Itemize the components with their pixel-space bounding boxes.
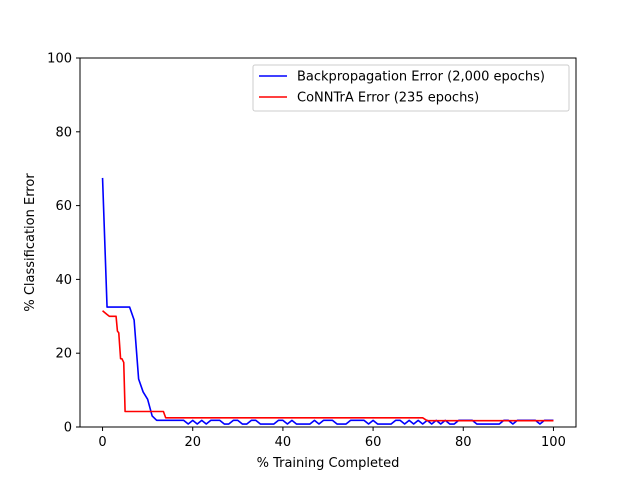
x-tick-label: 60 bbox=[365, 435, 382, 450]
y-tick-label: 40 bbox=[55, 273, 72, 288]
y-tick-label: 20 bbox=[55, 347, 72, 362]
x-tick-label: 20 bbox=[184, 435, 201, 450]
x-tick-label: 80 bbox=[455, 435, 472, 450]
y-tick-label: 80 bbox=[55, 125, 72, 140]
y-tick-label: 0 bbox=[64, 421, 72, 436]
x-tick-label: 0 bbox=[98, 435, 106, 450]
y-axis-label: % Classification Error bbox=[23, 173, 38, 312]
y-axis: 0 20 40 60 80 100 bbox=[47, 52, 80, 436]
y-tick-label: 60 bbox=[55, 199, 72, 214]
x-axis: 0 20 40 60 80 100 bbox=[98, 427, 566, 450]
series-1 bbox=[102, 310, 554, 422]
legend-label-conntra: CoNNTrA Error (235 epochs) bbox=[297, 91, 479, 106]
series-line-0 bbox=[101, 177, 554, 425]
plot-frame bbox=[79, 57, 577, 428]
legend-label-backpropagation: Backpropagation Error (2,000 epochs) bbox=[297, 70, 545, 85]
series-0 bbox=[101, 177, 554, 425]
x-axis-label: % Training Completed bbox=[257, 456, 400, 471]
series-layer bbox=[101, 177, 554, 425]
legend-box bbox=[252, 64, 570, 112]
series-line-1 bbox=[102, 310, 554, 422]
x-tick-label: 100 bbox=[541, 435, 566, 450]
y-tick-label: 100 bbox=[47, 52, 72, 67]
legend: Backpropagation Error (2,000 epochs) CoN… bbox=[252, 64, 570, 112]
x-tick-label: 40 bbox=[275, 435, 292, 450]
